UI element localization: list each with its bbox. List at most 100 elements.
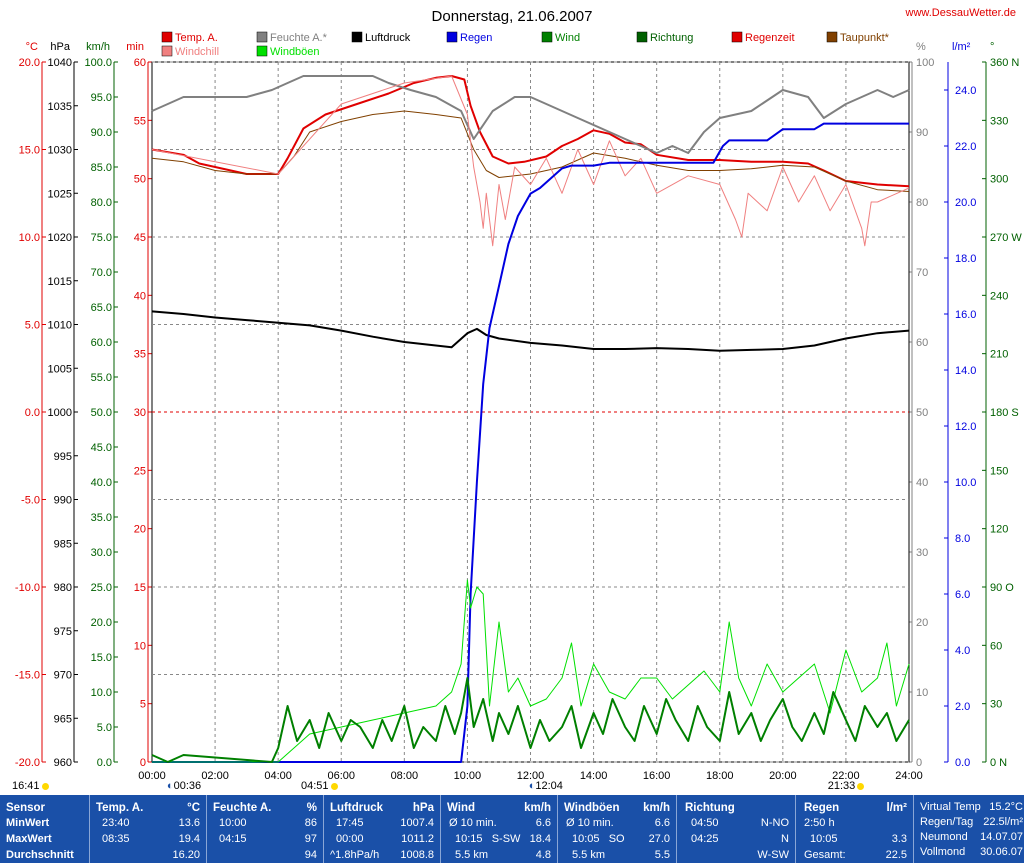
stats-value: 4.8	[535, 849, 551, 861]
pressure-tick-label: 995	[54, 451, 72, 463]
legend-label: Windchill	[175, 46, 219, 58]
rain_time-tick-label: 60	[134, 57, 146, 69]
pressure-tick-label: 1005	[48, 363, 72, 375]
pressure-tick-label: 1025	[48, 188, 72, 200]
legend-label: Richtung	[650, 32, 693, 44]
sun-moon-times: 16:41 ◐00:36 04:51 ◐12:04 21:33	[0, 780, 1024, 794]
pressure-tick-label: 1020	[48, 232, 72, 244]
stats-row-label: MaxWert	[6, 833, 52, 845]
extra-value: 22.5l/m²	[983, 816, 1023, 828]
legend-swatch	[161, 31, 173, 43]
stats-time: 10:05 SO	[572, 833, 625, 845]
legend-swatch	[541, 31, 553, 43]
sun-moon-time: ◐00:36	[167, 780, 201, 792]
stats-time: 04:50	[691, 817, 719, 829]
rain_time-tick-label: 0	[140, 757, 146, 769]
stats-time: ^1.8hPa/h	[330, 849, 380, 861]
series-temp-a-	[151, 75, 910, 188]
pressure-tick-label: 960	[54, 757, 72, 769]
series-luftdruck	[151, 310, 910, 352]
stats-time: 10:00	[219, 817, 247, 829]
legend-label: Regenzeit	[745, 32, 795, 44]
humidity-tick-label: 10	[916, 687, 928, 699]
rain-tick-label: 20.0	[955, 197, 976, 209]
stats-pressure-unit: hPa	[412, 802, 434, 814]
wind-tick-label: 35.0	[91, 512, 112, 524]
time-label: 04:51	[300, 780, 329, 792]
sun-moon-time: 21:33	[828, 780, 865, 792]
extra-label: Vollmond	[920, 846, 966, 858]
pressure-tick-label: 1010	[48, 320, 72, 332]
direction-tick-label: 210	[990, 349, 1008, 361]
wind-tick-label: 100.0	[84, 57, 112, 69]
stats-value: N-NO	[760, 817, 789, 829]
humidity-tick-label: 50	[916, 407, 928, 419]
pressure-unit-label: hPa	[50, 41, 70, 53]
legend-label: Wind	[555, 32, 580, 44]
wind-tick-label: 5.0	[97, 722, 112, 734]
direction-tick-label: 150	[990, 465, 1008, 477]
stats-value: 6.6	[535, 817, 551, 829]
wind-tick-label: 65.0	[91, 302, 112, 314]
legend-label: Taupunkt*	[840, 32, 890, 44]
temp-tick-label: -5.0	[21, 495, 40, 507]
stats-value: 1007.4	[400, 817, 434, 829]
wind-tick-label: 0.0	[97, 757, 112, 769]
temp-tick-label: 0.0	[25, 407, 40, 419]
stats-wind-col: Wind km/h Ø 10 min. 6.6 10:15 S-SW 18.4 …	[440, 795, 557, 863]
weather-chart: Donnerstag, 21.06.2007 www.DessauWetter.…	[15, 7, 1022, 782]
rain-tick-label: 10.0	[955, 477, 976, 489]
plot-area	[151, 75, 910, 763]
x-tick-label: 08:00	[391, 770, 419, 782]
sun-moon-time: 16:41	[12, 780, 49, 792]
stats-temp-unit: °C	[187, 802, 200, 814]
stats-value: 22.5	[885, 849, 907, 861]
stats-time: 04:25	[691, 833, 719, 845]
wind-tick-label: 25.0	[91, 582, 112, 594]
stats-temp-col: Temp. A. °C 23:40 13.6 08:35 19.4 16.20	[89, 795, 206, 863]
temp-tick-label: 15.0	[19, 145, 40, 157]
stats-value: 97	[304, 833, 317, 845]
stats-extra-col: Virtual Temp 15.2°C Regen/Tag 22.5l/m² N…	[913, 795, 1024, 863]
extra-label: Virtual Temp	[920, 801, 981, 813]
rain_time-tick-label: 5	[140, 699, 146, 711]
stats-humidity-col: Feuchte A. % 10:00 86 04:15 97 94	[206, 795, 323, 863]
time-label: 12:04	[535, 780, 563, 792]
wind-tick-label: 20.0	[91, 617, 112, 629]
stats-time: 10:05	[810, 833, 838, 845]
stats-gusts-header: Windböen	[564, 802, 620, 814]
site-link[interactable]: www.DessauWetter.de	[905, 7, 1016, 19]
direction-tick-label: 180 S	[990, 407, 1019, 419]
wind-tick-label: 45.0	[91, 442, 112, 454]
extra-value: 14.07.07	[980, 831, 1023, 843]
rain_time-tick-label: 45	[134, 232, 146, 244]
stats-humidity-header: Feuchte A.	[213, 802, 272, 814]
pressure-tick-label: 980	[54, 582, 72, 594]
stats-humidity-unit: %	[306, 802, 317, 814]
stats-wind-unit: km/h	[524, 802, 551, 814]
stats-time: 5.5 km	[572, 849, 606, 861]
wind-tick-label: 80.0	[91, 197, 112, 209]
extra-value: 15.2°C	[989, 801, 1023, 813]
time-label: 00:36	[173, 780, 202, 792]
stats-time: 17:45	[336, 817, 364, 829]
wind-tick-label: 10.0	[91, 687, 112, 699]
axes: 20.015.010.05.00.0-5.0-10.0-15.0-20.0104…	[15, 57, 1022, 782]
rain-tick-label: 12.0	[955, 421, 976, 433]
stats-time: 00:00	[336, 833, 364, 845]
wind-tick-label: 90.0	[91, 127, 112, 139]
direction-tick-label: 60	[990, 640, 1002, 652]
series-wind	[151, 677, 910, 763]
stats-time: Ø 10 min.	[566, 817, 614, 829]
x-tick-label: 00:00	[138, 770, 166, 782]
legend-swatch	[731, 31, 743, 43]
stats-value: 1011.2	[401, 833, 434, 845]
moon-icon: ◐	[166, 780, 174, 792]
sun-icon	[41, 782, 49, 790]
stats-pressure-header: Luftdruck	[330, 802, 384, 814]
moon-icon: ◐	[528, 780, 536, 792]
pressure-tick-label: 970	[54, 670, 72, 682]
stats-direction-col: Richtung 04:50 N-NO 04:25 N W-SW	[676, 795, 795, 863]
legend-swatch	[161, 45, 173, 57]
wind-tick-label: 50.0	[91, 407, 112, 419]
